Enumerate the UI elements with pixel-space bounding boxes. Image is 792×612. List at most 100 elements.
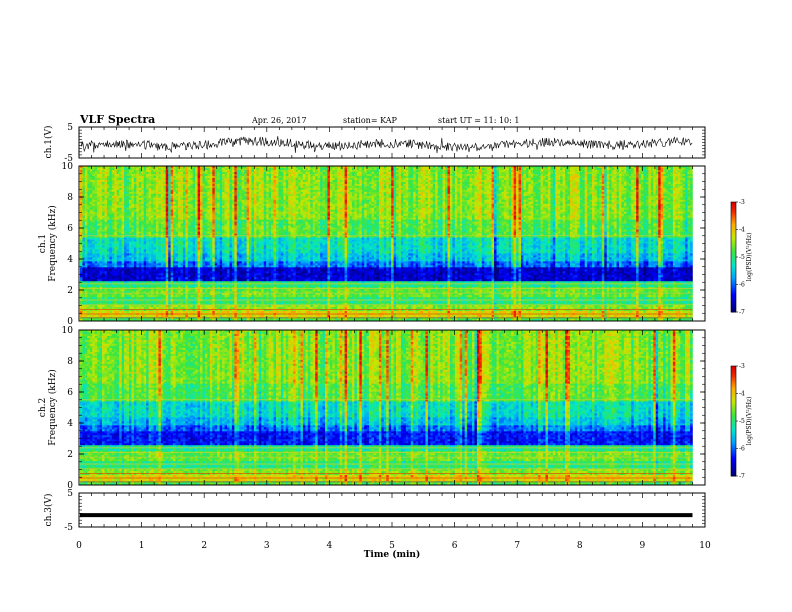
- ch1-spectrogram-cell: [558, 174, 561, 176]
- ch1-spectrogram-cell: [575, 168, 578, 170]
- ch1-spectrogram-cell: [555, 168, 558, 170]
- ch1-spectrogram-cell: [614, 172, 617, 174]
- ch1-spectrogram-cell: [327, 172, 330, 174]
- ch1-spectrogram-cell: [506, 174, 509, 176]
- ch1-spectrogram-cell: [114, 172, 117, 174]
- ch1-spectrogram-cell: [131, 168, 134, 170]
- ch1-spectrogram-cell: [666, 172, 669, 174]
- ch1-spectrogram-cell: [538, 174, 541, 176]
- ch1-spectrogram-cell: [232, 168, 235, 170]
- ch1-spectrogram-cell: [536, 174, 539, 176]
- ch1-spectrogram-cell: [207, 168, 210, 170]
- ch1-spectrogram-cell: [357, 170, 360, 172]
- ch1-spectrogram-cell: [536, 172, 539, 174]
- ch1-spectrogram-cell: [550, 172, 553, 174]
- ch1-spectrogram-cell: [585, 174, 588, 176]
- ch1-spectrogram-cell: [624, 174, 627, 176]
- ch1-spectrogram-cell: [212, 168, 215, 170]
- ch1-spectrogram-cell: [139, 170, 142, 172]
- ch1-spectrogram-cell: [499, 170, 502, 172]
- ch1-spectrogram-cell: [274, 170, 277, 172]
- ch1-spectrogram-cell: [496, 170, 499, 172]
- ch1-spectrogram-cell: [658, 172, 661, 174]
- ch1-spectrogram-cell: [643, 168, 646, 170]
- ch1-spectrogram-cell: [509, 172, 512, 174]
- ch1-spectrogram-cell: [239, 174, 242, 176]
- ch1-spectrogram-cell: [163, 168, 166, 170]
- ch1-spectrogram-cell: [553, 174, 556, 176]
- ch1-spectrogram-cell: [602, 174, 605, 176]
- ch1-spectrogram-cell: [127, 170, 130, 172]
- ch1-spectrogram-cell: [163, 170, 166, 172]
- ch1-spectrogram-cell: [300, 168, 303, 170]
- ch1-spectrogram-cell: [548, 168, 551, 170]
- ch1-spectrogram-cell: [188, 170, 191, 172]
- ch1-spectrogram-cell: [251, 170, 254, 172]
- ch1-spectrogram-cell: [680, 168, 683, 170]
- ch1-spectrogram-cell: [386, 174, 389, 176]
- ch1-spectrogram-cell: [545, 172, 548, 174]
- ch1-spectrogram-cell: [572, 172, 575, 174]
- ch1-spectrogram-cell: [256, 172, 259, 174]
- ch1-spectrogram-cell: [531, 170, 534, 172]
- ch1-spectrogram-cell: [550, 168, 553, 170]
- ch1-spectrogram-cell: [300, 174, 303, 176]
- ch1-spectrogram-cell: [129, 174, 132, 176]
- ch1-spectrogram-cell: [222, 170, 225, 172]
- ch1-spectrogram-cell: [102, 170, 105, 172]
- ch1-spectrogram-cell: [577, 174, 580, 176]
- ch1-spectrogram-cell: [416, 170, 419, 172]
- ch1-spectrogram-cell: [670, 170, 673, 172]
- ch1-spectrogram-cell: [305, 174, 308, 176]
- ch1-spectrogram-cell: [670, 168, 673, 170]
- ch1-spectrogram-cell: [648, 172, 651, 174]
- ch1-spectrogram-cell: [278, 170, 281, 172]
- ch1-spectrogram-cell: [158, 174, 161, 176]
- ch1-spectrogram-cell: [313, 170, 316, 172]
- ch1-spectrogram-cell: [266, 174, 269, 176]
- ch1-spectrogram-cell: [626, 172, 629, 174]
- ch1-spectrogram-cell: [288, 168, 291, 170]
- ch1-spectrogram-cell: [457, 172, 460, 174]
- ch1-spectrogram-cell: [95, 172, 98, 174]
- ch1-spectrogram-cell: [327, 174, 330, 176]
- ch1-spectrogram-cell: [168, 170, 171, 172]
- ch1-spectrogram-cell: [430, 170, 433, 172]
- ch1-spectrogram-cell: [198, 174, 201, 176]
- ch1-spectrogram-cell: [198, 172, 201, 174]
- ch1-spectrogram-cell: [247, 168, 250, 170]
- ch1-spectrogram-cell: [666, 170, 669, 172]
- ch1-spectrogram-cell: [173, 168, 176, 170]
- ch1-spectrogram-cell: [560, 168, 563, 170]
- ch1-spectrogram-cell: [626, 170, 629, 172]
- ch1-spectrogram-cell: [658, 168, 661, 170]
- ch1-spectrogram-cell: [607, 170, 610, 172]
- ch1-spectrogram-cell: [523, 174, 526, 176]
- ch1-spectrogram-cell: [533, 172, 536, 174]
- ch1-spectrogram-cell: [92, 170, 95, 172]
- ch1-spectrogram-cell: [176, 170, 179, 172]
- ch1-spectrogram-cell: [229, 172, 232, 174]
- ch1-spectrogram-cell: [550, 170, 553, 172]
- ch1-spectrogram-cell: [271, 168, 274, 170]
- ch1-spectrogram-cell: [607, 172, 610, 174]
- ch1-spectrogram-cell: [492, 172, 495, 174]
- ch1-spectrogram-cell: [156, 174, 159, 176]
- ch1-spectrogram-cell: [408, 170, 411, 172]
- ch1-spectrogram-cell: [501, 172, 504, 174]
- ch1-spectrogram-cell: [327, 168, 330, 170]
- ch1-spectrogram-cell: [359, 168, 362, 170]
- ch1-spectrogram-cell: [364, 168, 367, 170]
- ch1-spectrogram-cell: [85, 168, 88, 170]
- ch1-spectrogram-cell: [477, 170, 480, 172]
- ch1-spectrogram-cell: [391, 174, 394, 176]
- ch1-spectrogram-cell: [484, 170, 487, 172]
- ch1-spectrogram-cell: [144, 170, 147, 172]
- ch1-spectrogram-cell: [80, 174, 83, 176]
- ch1-spectrogram-cell: [215, 172, 218, 174]
- ch1-spectrogram-cell: [193, 174, 196, 176]
- ch1-spectrogram-cell: [472, 172, 475, 174]
- ch1-spectrogram-cell: [597, 170, 600, 172]
- ch1-spectrogram-cell: [533, 170, 536, 172]
- ch1-spectrogram-cell: [526, 174, 529, 176]
